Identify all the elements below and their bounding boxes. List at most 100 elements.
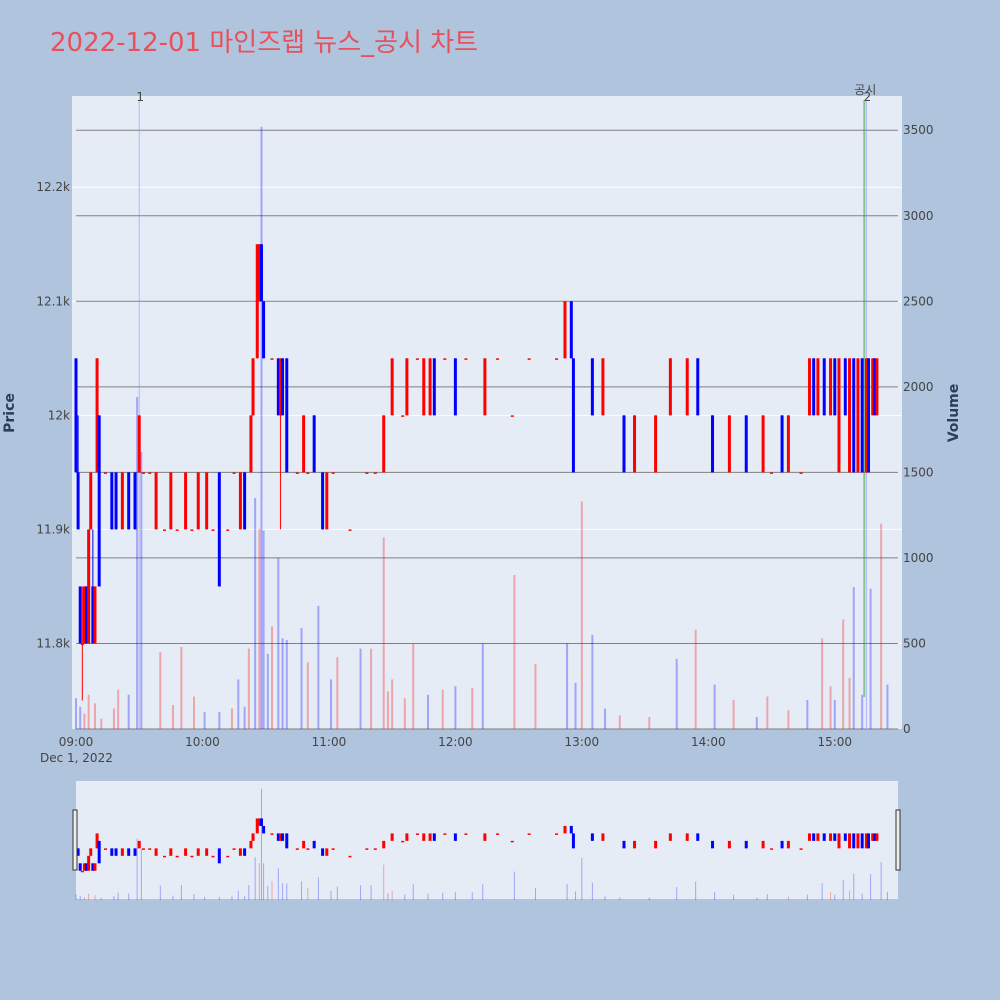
mini-candle bbox=[601, 833, 605, 841]
mini-volume-bar bbox=[204, 896, 206, 900]
mini-volume-bar bbox=[591, 882, 593, 900]
volume-bar bbox=[93, 703, 96, 729]
mini-candle bbox=[571, 833, 575, 849]
mini-volume-bar bbox=[383, 864, 385, 900]
volume-bar bbox=[604, 708, 607, 729]
mini-volume-bar bbox=[83, 897, 85, 900]
time-tick-label: 13:00 bbox=[565, 735, 600, 749]
mini-candle bbox=[569, 825, 573, 834]
candle-body bbox=[799, 472, 803, 474]
mini-candle bbox=[133, 848, 137, 856]
candle-body bbox=[295, 472, 299, 474]
price-tick-label: 12.2k bbox=[36, 180, 70, 194]
candle-body bbox=[365, 472, 369, 474]
volume-bar bbox=[755, 717, 758, 729]
candle-body bbox=[875, 358, 879, 416]
volume-bar bbox=[112, 708, 115, 729]
mini-volume-bar bbox=[180, 884, 182, 900]
volume-bar bbox=[441, 689, 444, 729]
volume-bar bbox=[258, 528, 261, 729]
volume-bar bbox=[648, 717, 651, 729]
volume-bar bbox=[336, 657, 339, 729]
range-slider[interactable] bbox=[76, 781, 898, 899]
volume-bar bbox=[382, 537, 385, 729]
candle-body bbox=[569, 301, 573, 359]
mini-candle bbox=[415, 833, 419, 835]
candle-body bbox=[696, 358, 700, 416]
mini-candle bbox=[141, 848, 145, 850]
axis-ticks: 11.8k 11.9k 12k 12.1k 12.2k 0 500 1000 1500 2000 2… bbox=[36, 123, 933, 749]
annotation-label: 공시 bbox=[854, 83, 876, 97]
candle-body bbox=[259, 244, 263, 302]
mini-volume-bar bbox=[714, 891, 716, 900]
mini-candle bbox=[744, 840, 748, 849]
mini-candle bbox=[555, 833, 559, 835]
volume-tick-label: 1000 bbox=[903, 551, 934, 565]
candle-body bbox=[601, 358, 605, 416]
mini-volume-bar bbox=[766, 893, 768, 900]
candle-body bbox=[312, 415, 316, 473]
mini-candle bbox=[590, 833, 594, 841]
mini-candle bbox=[184, 848, 188, 856]
mini-volume-bar bbox=[94, 895, 96, 900]
mini-candle bbox=[843, 833, 847, 841]
candle-body bbox=[633, 415, 637, 473]
mini-volume-bar bbox=[136, 838, 138, 900]
volume-bar bbox=[886, 684, 889, 729]
mini-volume-bar bbox=[575, 891, 577, 900]
volume-bar bbox=[285, 640, 288, 729]
mini-candle bbox=[405, 833, 409, 841]
candle-body bbox=[428, 358, 432, 416]
mini-volume-bar bbox=[267, 886, 269, 900]
mini-candle bbox=[285, 833, 289, 849]
mini-candle bbox=[563, 825, 567, 834]
volume-bar bbox=[574, 682, 577, 729]
volume-bar bbox=[254, 498, 257, 729]
mini-volume-bar bbox=[172, 895, 174, 900]
mini-candle bbox=[443, 833, 447, 835]
candle-body bbox=[285, 358, 289, 473]
mini-candle bbox=[770, 848, 774, 850]
volume-bar bbox=[787, 710, 790, 729]
candle-body bbox=[822, 358, 826, 416]
candle-body bbox=[348, 529, 352, 531]
candle-body bbox=[262, 301, 266, 359]
candle-body bbox=[232, 472, 236, 474]
mini-candle bbox=[510, 840, 514, 843]
volume-bar bbox=[306, 662, 309, 729]
candle-body bbox=[97, 415, 101, 587]
mini-volume-bar bbox=[271, 881, 273, 900]
candle-body bbox=[184, 472, 188, 530]
mini-candle bbox=[321, 848, 325, 856]
candle-body bbox=[87, 529, 91, 644]
candle-body bbox=[257, 244, 261, 302]
volume-bar bbox=[100, 718, 103, 729]
volume-bar bbox=[852, 587, 855, 729]
candle-body bbox=[415, 358, 419, 360]
range-slider-right-handle[interactable] bbox=[895, 809, 901, 871]
mini-candle bbox=[325, 848, 329, 856]
candle-body bbox=[590, 358, 594, 416]
candle-body bbox=[76, 472, 80, 530]
volume-bar bbox=[675, 658, 678, 729]
mini-candle bbox=[875, 833, 879, 841]
mini-volume-bar bbox=[260, 788, 262, 900]
mini-candle bbox=[80, 870, 84, 873]
annotation-lines: 1 2공시 bbox=[136, 83, 876, 729]
volume-bar bbox=[359, 648, 362, 729]
candle-body bbox=[654, 415, 658, 473]
candle-body bbox=[527, 358, 531, 360]
candle-body bbox=[685, 358, 689, 416]
volume-bar bbox=[370, 648, 373, 729]
mini-volume-bar bbox=[75, 894, 77, 900]
mini-candle bbox=[312, 840, 316, 849]
mini-candle bbox=[257, 818, 261, 826]
range-slider-left-handle[interactable] bbox=[72, 809, 78, 871]
mini-volume-bar bbox=[853, 873, 855, 900]
candle-body bbox=[238, 472, 242, 530]
mini-candle bbox=[807, 833, 811, 841]
volume-bar bbox=[713, 684, 716, 729]
mini-volume-bar bbox=[282, 883, 284, 900]
candle-body bbox=[856, 358, 860, 473]
candle-body bbox=[770, 472, 774, 474]
